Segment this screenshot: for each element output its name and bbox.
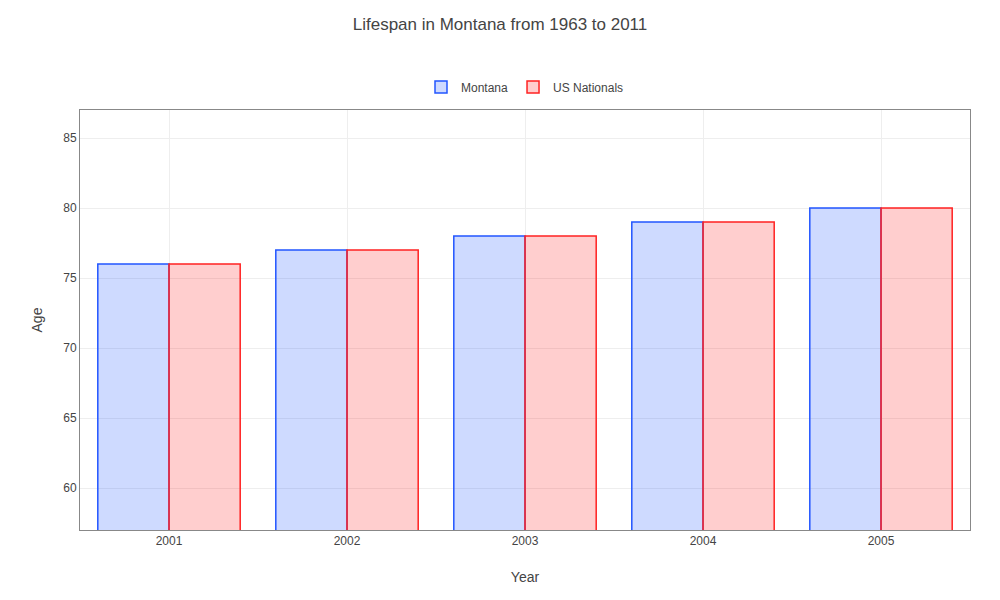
- svg-text:60: 60: [63, 481, 77, 495]
- svg-text:2004: 2004: [690, 534, 717, 548]
- svg-text:85: 85: [63, 131, 77, 145]
- svg-text:70: 70: [63, 341, 77, 355]
- svg-text:65: 65: [63, 411, 77, 425]
- svg-text:Age: Age: [29, 307, 45, 332]
- svg-text:US Nationals: US Nationals: [553, 81, 623, 95]
- svg-text:2005: 2005: [868, 534, 895, 548]
- svg-text:Year: Year: [511, 569, 540, 585]
- svg-text:2001: 2001: [156, 534, 183, 548]
- svg-text:2002: 2002: [334, 534, 361, 548]
- svg-text:80: 80: [63, 201, 77, 215]
- svg-text:75: 75: [63, 271, 77, 285]
- svg-text:Montana: Montana: [461, 81, 508, 95]
- svg-text:Lifespan in Montana from 1963: Lifespan in Montana from 1963 to 2011: [353, 15, 648, 34]
- svg-text:2003: 2003: [512, 534, 539, 548]
